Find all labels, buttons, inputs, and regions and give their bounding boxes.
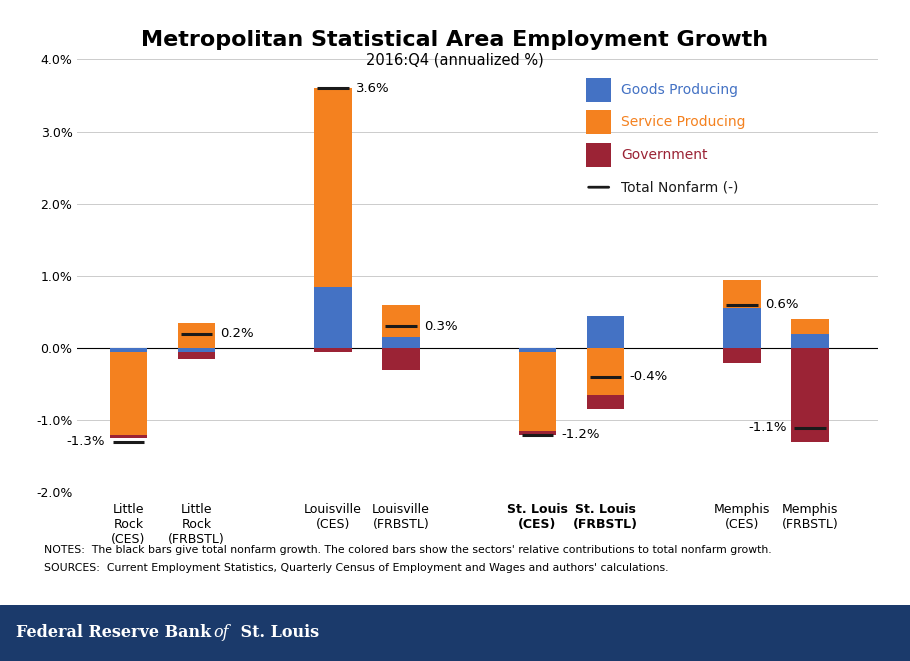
Text: Federal Reserve Bank: Federal Reserve Bank — [16, 625, 217, 641]
Text: St. Louis: St. Louis — [235, 625, 318, 641]
Bar — [382, 305, 420, 337]
Text: St. Louis
(CES): St. Louis (CES) — [507, 502, 568, 531]
FancyBboxPatch shape — [586, 110, 612, 134]
Text: 0.6%: 0.6% — [765, 298, 799, 311]
FancyBboxPatch shape — [586, 143, 612, 167]
Bar — [110, 435, 147, 438]
Bar — [792, 334, 829, 348]
Bar — [382, 337, 420, 348]
Text: Little
Rock
(FRBSTL): Little Rock (FRBSTL) — [168, 502, 225, 545]
Text: Total Nonfarm (-): Total Nonfarm (-) — [622, 180, 739, 194]
Text: 0.2%: 0.2% — [220, 327, 254, 340]
Bar — [792, 319, 829, 334]
Text: -0.4%: -0.4% — [629, 370, 667, 383]
Bar — [723, 309, 761, 348]
Bar — [587, 395, 624, 409]
Text: St. Louis
(FRBSTL): St. Louis (FRBSTL) — [573, 502, 638, 531]
FancyBboxPatch shape — [586, 78, 612, 102]
Text: Memphis
(CES): Memphis (CES) — [713, 502, 770, 531]
Bar — [177, 323, 216, 348]
Bar — [314, 89, 351, 287]
Bar — [110, 348, 147, 352]
Text: Government: Government — [622, 148, 708, 162]
Bar — [314, 287, 351, 348]
Bar — [792, 348, 829, 442]
Text: -1.2%: -1.2% — [561, 428, 600, 442]
Bar — [382, 348, 420, 369]
Text: 3.6%: 3.6% — [357, 82, 390, 95]
Bar — [110, 352, 147, 435]
Text: SOURCES:  Current Employment Statistics, Quarterly Census of Employment and Wage: SOURCES: Current Employment Statistics, … — [44, 563, 668, 573]
Bar — [723, 348, 761, 362]
Bar — [177, 348, 216, 352]
Text: Little
Rock
(CES): Little Rock (CES) — [111, 502, 146, 545]
Bar — [587, 348, 624, 395]
Text: 0.3%: 0.3% — [425, 320, 459, 333]
Text: Goods Producing: Goods Producing — [622, 83, 738, 97]
Text: Service Producing: Service Producing — [622, 115, 745, 130]
Bar — [314, 348, 351, 352]
Text: 2016:Q4 (annualized %): 2016:Q4 (annualized %) — [366, 53, 544, 68]
Bar — [587, 316, 624, 348]
Text: -1.1%: -1.1% — [748, 421, 786, 434]
Text: Memphis
(FRBSTL): Memphis (FRBSTL) — [782, 502, 838, 531]
Text: -1.3%: -1.3% — [66, 436, 105, 448]
Bar — [519, 352, 556, 431]
Text: Metropolitan Statistical Area Employment Growth: Metropolitan Statistical Area Employment… — [141, 30, 769, 50]
Bar — [519, 348, 556, 352]
Text: NOTES:  The black bars give total nonfarm growth. The colored bars show the sect: NOTES: The black bars give total nonfarm… — [44, 545, 772, 555]
Bar — [177, 352, 216, 359]
Text: Louisville
(CES): Louisville (CES) — [304, 502, 362, 531]
Bar — [723, 280, 761, 309]
Bar — [519, 431, 556, 435]
Text: of: of — [213, 625, 228, 641]
Text: Louisville
(FRBSTL): Louisville (FRBSTL) — [372, 502, 430, 531]
